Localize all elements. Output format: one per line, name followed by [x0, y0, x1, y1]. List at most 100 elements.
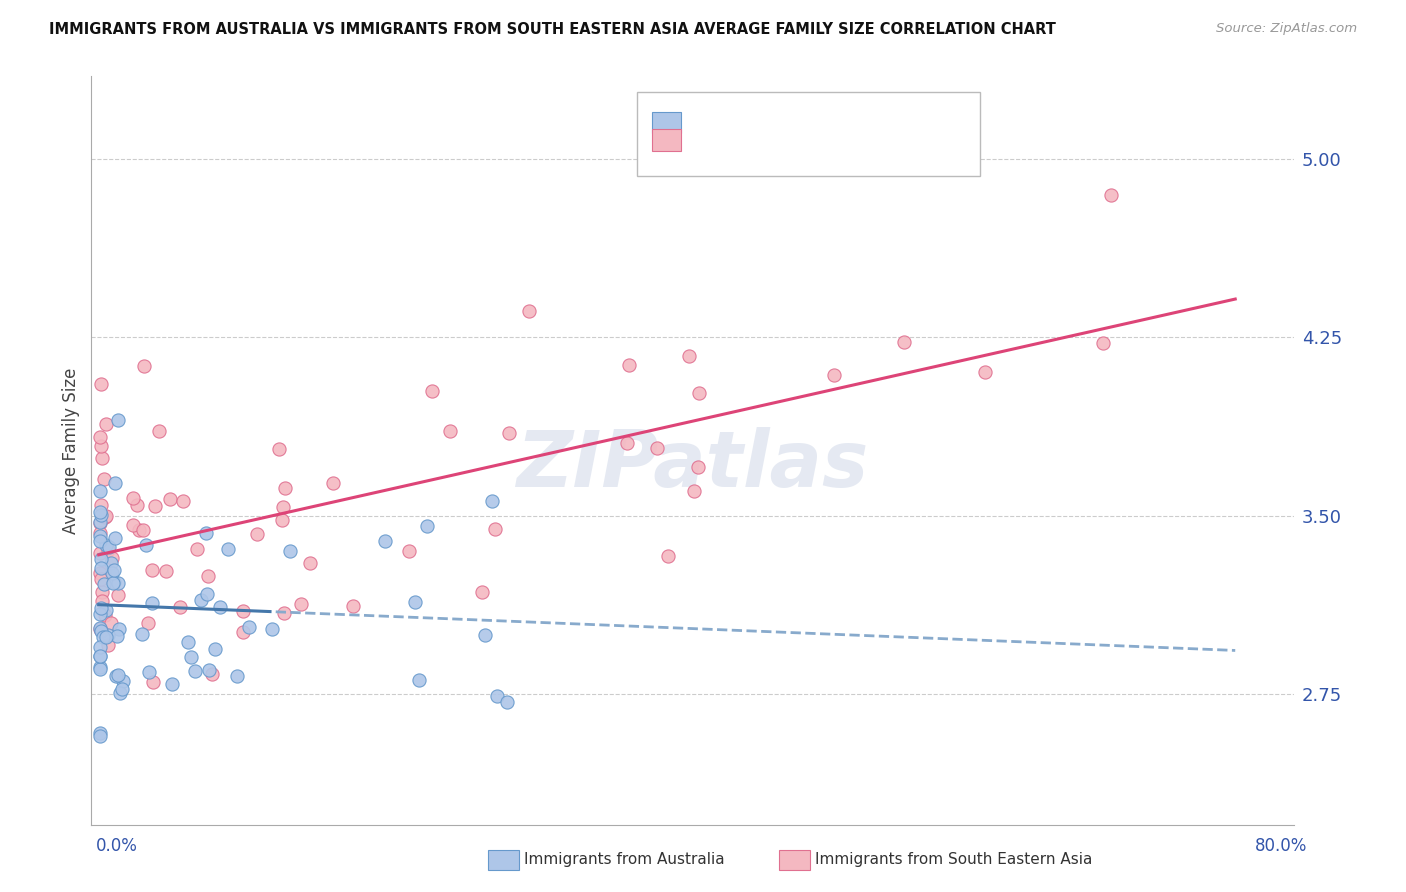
- Point: [200, 666, 222, 681]
- Point: [89, 649, 111, 664]
- Text: ZIPatlas: ZIPatlas: [516, 427, 869, 503]
- Point: [1099, 187, 1122, 202]
- Text: 0.0%: 0.0%: [96, 837, 138, 855]
- Point: [688, 385, 710, 400]
- Point: [89, 430, 111, 444]
- Point: [682, 484, 704, 499]
- Point: [160, 677, 183, 691]
- Point: [128, 523, 150, 537]
- Point: [374, 533, 396, 548]
- Point: [89, 726, 111, 740]
- Point: [96, 631, 118, 645]
- Point: [98, 540, 121, 554]
- Point: [172, 494, 194, 508]
- Point: [104, 475, 127, 490]
- Point: [91, 630, 114, 644]
- Point: [103, 574, 125, 589]
- Point: [89, 525, 111, 540]
- Point: [107, 412, 129, 426]
- Text: 80.0%: 80.0%: [1256, 837, 1308, 855]
- Point: [260, 622, 283, 636]
- Point: [103, 531, 125, 545]
- Point: [517, 304, 540, 318]
- Point: [90, 508, 112, 522]
- Point: [90, 552, 112, 566]
- Point: [226, 669, 249, 683]
- Point: [416, 518, 439, 533]
- Point: [404, 595, 426, 609]
- Point: [484, 522, 506, 536]
- Point: [97, 638, 120, 652]
- Point: [135, 538, 157, 552]
- Point: [342, 599, 364, 614]
- Point: [89, 534, 111, 549]
- Point: [89, 566, 111, 580]
- Point: [657, 549, 679, 563]
- Point: [471, 584, 494, 599]
- Point: [89, 515, 111, 529]
- Point: [90, 624, 112, 639]
- Point: [143, 499, 166, 513]
- Point: [105, 629, 128, 643]
- Point: [89, 662, 111, 676]
- Point: [246, 526, 269, 541]
- Point: [122, 518, 145, 533]
- Point: [131, 627, 153, 641]
- Point: [89, 622, 111, 636]
- Point: [89, 640, 111, 655]
- Point: [184, 664, 207, 678]
- Point: [148, 424, 170, 438]
- Point: [94, 508, 117, 523]
- Point: [176, 635, 198, 649]
- Point: [134, 359, 156, 374]
- Point: [132, 523, 155, 537]
- Point: [159, 491, 181, 506]
- Point: [89, 528, 111, 542]
- Point: [195, 526, 218, 541]
- Point: [278, 543, 301, 558]
- Point: [274, 481, 297, 495]
- Point: [89, 546, 111, 560]
- Point: [495, 695, 517, 709]
- Point: [125, 498, 148, 512]
- Point: [103, 562, 125, 576]
- Point: [110, 681, 132, 696]
- Point: [93, 473, 115, 487]
- Point: [141, 596, 163, 610]
- Point: [678, 349, 700, 363]
- Point: [486, 690, 509, 704]
- Point: [408, 673, 430, 687]
- Point: [498, 425, 520, 440]
- Point: [645, 442, 668, 456]
- Point: [616, 435, 638, 450]
- Point: [90, 601, 112, 615]
- Point: [267, 442, 290, 456]
- Point: [186, 541, 208, 556]
- Point: [91, 585, 114, 599]
- Point: [142, 675, 165, 690]
- Text: Immigrants from Australia: Immigrants from Australia: [524, 853, 725, 867]
- Point: [136, 616, 159, 631]
- Point: [180, 649, 202, 664]
- Point: [96, 627, 118, 641]
- Point: [93, 577, 115, 591]
- Point: [138, 665, 160, 679]
- Point: [474, 628, 496, 642]
- Point: [89, 607, 111, 621]
- Point: [107, 667, 129, 681]
- Point: [217, 542, 239, 557]
- Point: [271, 500, 294, 514]
- Text: Immigrants from South Eastern Asia: Immigrants from South Eastern Asia: [815, 853, 1092, 867]
- Point: [617, 358, 640, 372]
- Point: [298, 557, 321, 571]
- Point: [89, 729, 111, 743]
- Point: [93, 510, 115, 524]
- Text: R = -0.020   N = 69: R = -0.020 N = 69: [689, 107, 860, 125]
- Text: IMMIGRANTS FROM AUSTRALIA VS IMMIGRANTS FROM SOUTH EASTERN ASIA AVERAGE FAMILY S: IMMIGRANTS FROM AUSTRALIA VS IMMIGRANTS …: [49, 22, 1056, 37]
- Point: [104, 669, 127, 683]
- Point: [322, 476, 344, 491]
- Point: [101, 576, 124, 591]
- Point: [107, 575, 129, 590]
- Point: [100, 551, 122, 566]
- Point: [100, 615, 122, 630]
